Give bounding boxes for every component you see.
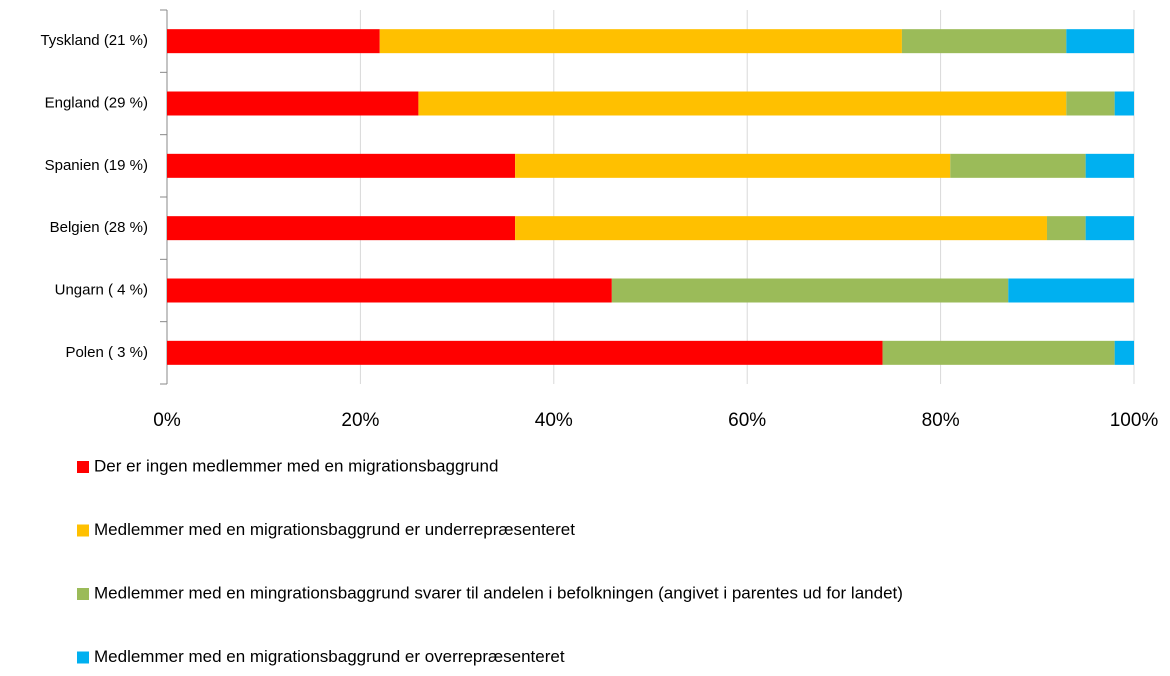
bar-segment bbox=[167, 216, 516, 241]
bar-segment bbox=[515, 153, 951, 178]
bar-segment bbox=[1114, 340, 1134, 365]
bar-segment bbox=[882, 340, 1115, 365]
bar-segment bbox=[611, 278, 1009, 303]
y-tick-label: Ungarn ( 4 %) bbox=[55, 281, 148, 298]
bar-segment bbox=[1008, 278, 1134, 303]
x-tick-label: 40% bbox=[535, 410, 573, 431]
x-tick-label: 0% bbox=[153, 410, 181, 431]
x-tick-label: 80% bbox=[922, 410, 960, 431]
bar-segment bbox=[1085, 153, 1134, 178]
legend-label: Medlemmer med en migrationsbaggrund er u… bbox=[94, 520, 575, 539]
bar-segment bbox=[515, 216, 1047, 241]
legend-label: Medlemmer med en migrationsbaggrund er o… bbox=[94, 647, 565, 666]
x-tick-label: 20% bbox=[341, 410, 379, 431]
bar-segment bbox=[167, 91, 419, 116]
y-tick-label: Polen ( 3 %) bbox=[65, 344, 148, 361]
x-tick-label: 60% bbox=[728, 410, 766, 431]
bar-segment bbox=[1066, 29, 1134, 54]
bar-segment bbox=[950, 153, 1086, 178]
bar-segment bbox=[1085, 216, 1134, 241]
legend-label: Der er ingen medlemmer med en migrations… bbox=[94, 456, 498, 475]
x-tick-label: 100% bbox=[1110, 410, 1159, 431]
bar-segment bbox=[167, 29, 380, 54]
y-tick-label: England (29 %) bbox=[45, 94, 148, 111]
y-tick-label: Spanien (19 %) bbox=[45, 157, 148, 174]
bar-segment bbox=[167, 340, 883, 365]
legend-swatch bbox=[77, 651, 89, 664]
y-tick-label: Belgien (28 %) bbox=[50, 219, 148, 236]
bar-segment bbox=[167, 278, 612, 303]
bar-segment bbox=[1046, 216, 1086, 241]
bar-segment bbox=[1114, 91, 1134, 116]
bar-segment bbox=[1066, 91, 1115, 116]
legend-swatch bbox=[77, 461, 89, 473]
legend-swatch bbox=[77, 588, 89, 600]
bar-segment bbox=[167, 153, 516, 178]
legend-label: Medlemmer med en mingrationsbaggrund sva… bbox=[94, 583, 903, 602]
bar-segment bbox=[379, 29, 902, 54]
bar-segment bbox=[418, 91, 1067, 116]
y-tick-label: Tyskland (21 %) bbox=[40, 32, 148, 49]
bar-segment bbox=[901, 29, 1067, 54]
legend-swatch bbox=[77, 524, 89, 537]
